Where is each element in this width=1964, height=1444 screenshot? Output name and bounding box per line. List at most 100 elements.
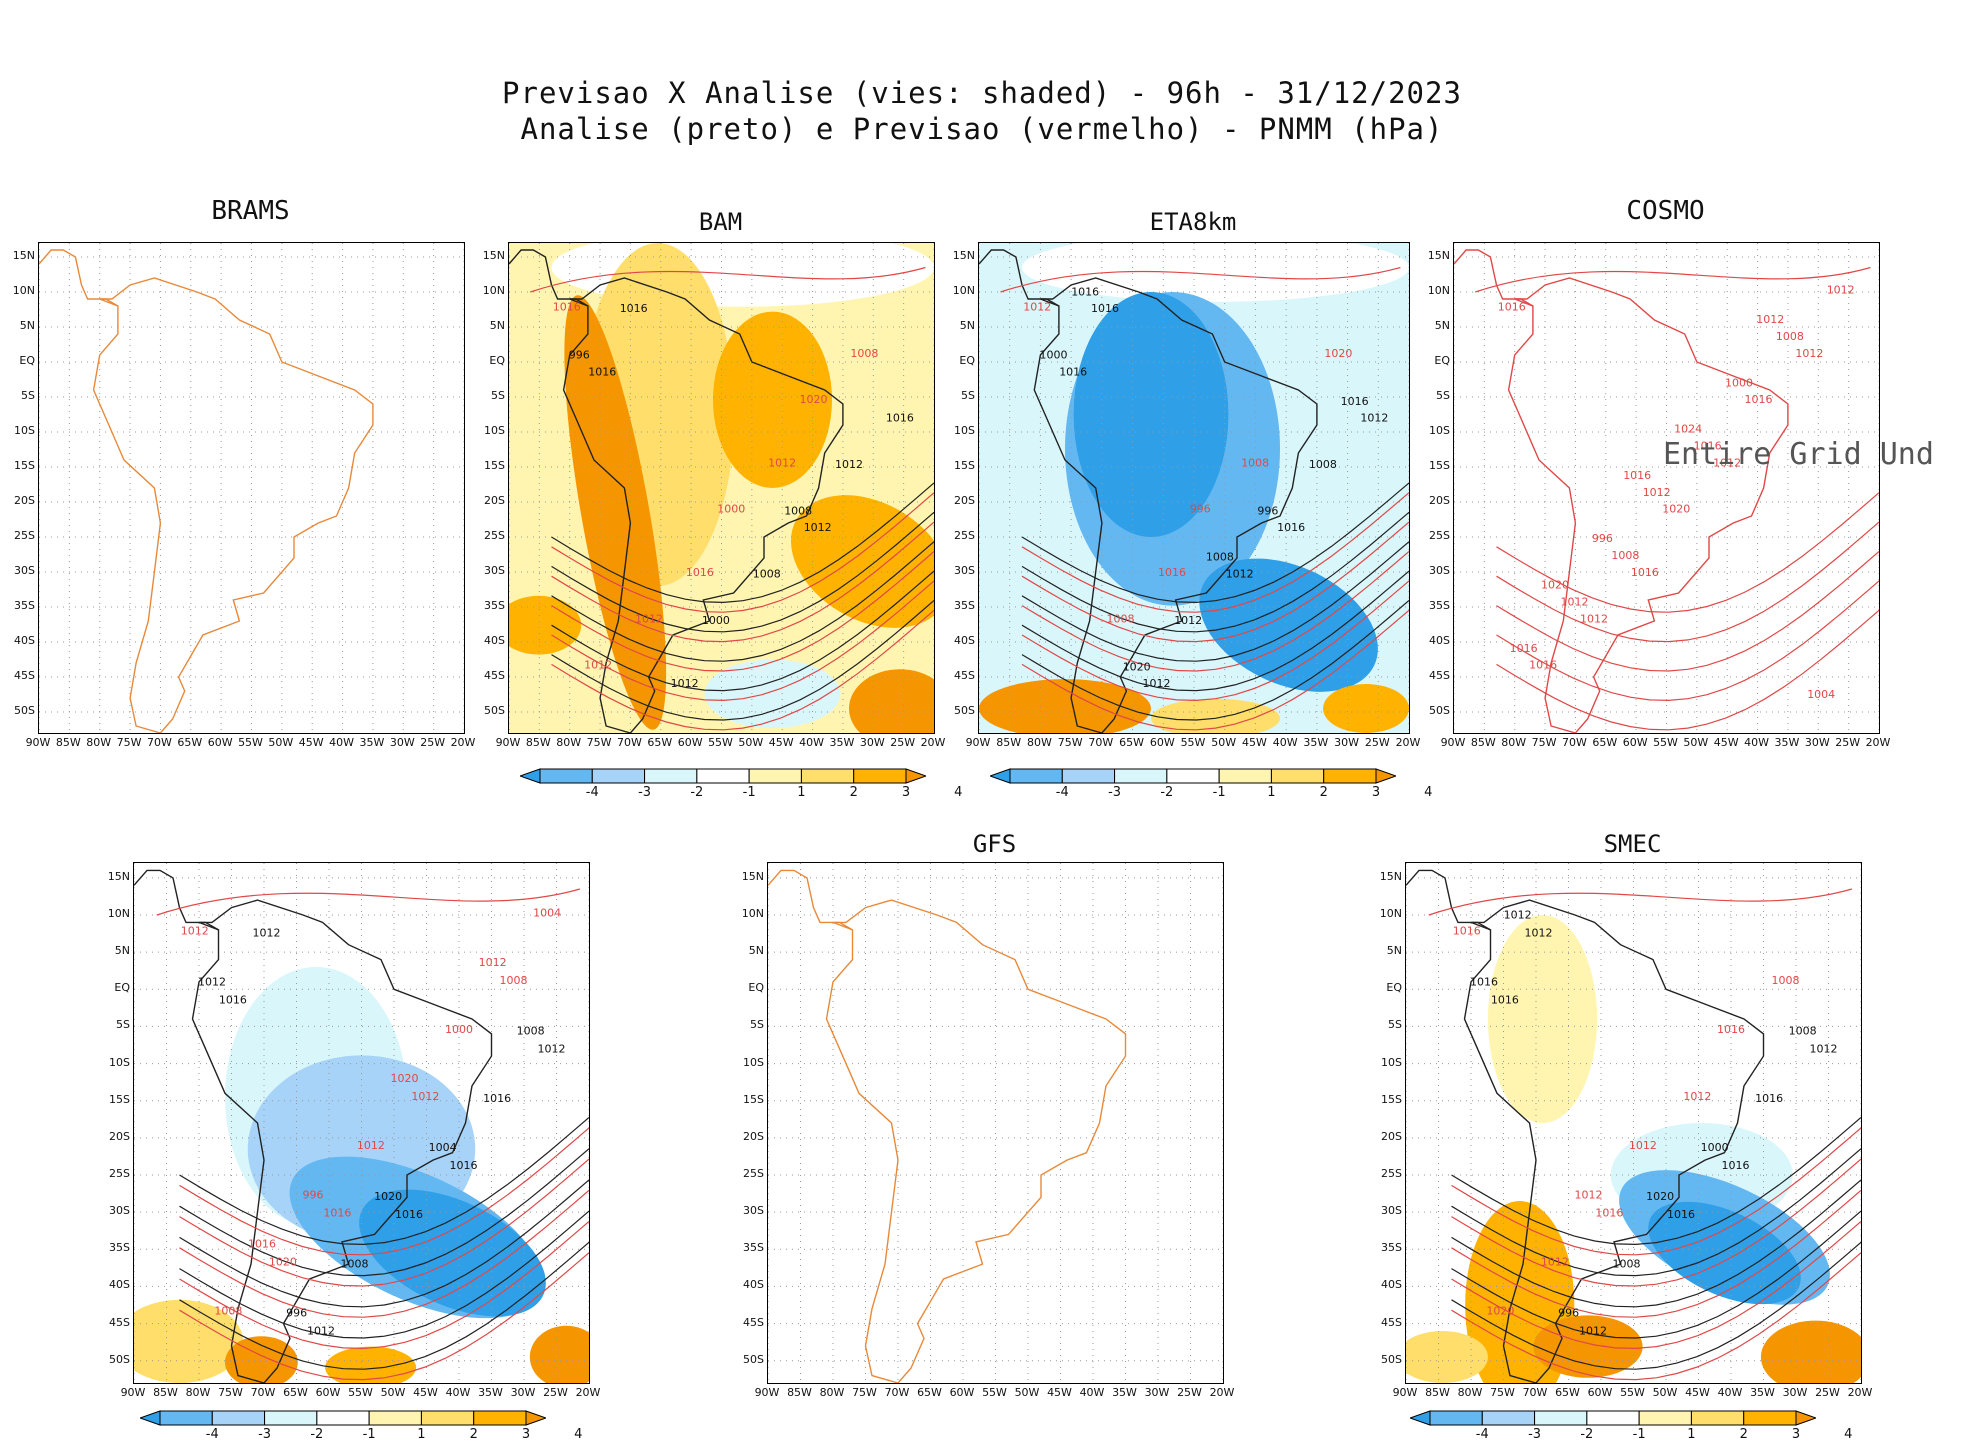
colorbar-label: -1 (362, 1427, 376, 1442)
colorbar-legend: -4 -3 -2 -1 1 2 3 4 (140, 1410, 582, 1444)
analysis-isobar-label: 1012 (1226, 568, 1254, 581)
coastline-central-america (1454, 249, 1534, 307)
panel-title-eta8km: ETA8km (1149, 208, 1237, 236)
forecast-isobar-label: 1016 (1717, 1023, 1745, 1036)
lon-tick-label: 35W (359, 736, 385, 749)
colorbar-swatch (800, 768, 855, 784)
lon-tick-label: 90W (120, 1386, 146, 1399)
lon-tick-label: 45W (413, 1386, 438, 1399)
forecast-isobar-label: 1012 (584, 659, 612, 672)
figure-title-line1: Previsao X Analise (vies: shaded) - 96h … (502, 76, 1462, 110)
forecast-isobar-label: 1012 (1541, 1256, 1569, 1269)
lat-tick-label: 50S (1429, 704, 1450, 717)
colorbar-swatch (591, 768, 646, 784)
lat-tick-label: 45S (14, 669, 35, 682)
lat-tick-label: 25S (1429, 529, 1450, 542)
analysis-isobar-label: 1008 (517, 1025, 545, 1038)
colorbar-swatch (1270, 768, 1325, 784)
forecast-isobar (551, 551, 934, 672)
lat-tick-label: 10S (484, 424, 505, 437)
lon-tick-label: 55W (1180, 736, 1206, 749)
forecast-isobar (179, 1158, 589, 1287)
colorbar-legend: -4 -3 -2 -1 1 2 3 4 (990, 768, 1432, 802)
analysis-isobar-label: 1016 (1277, 521, 1305, 534)
forecast-isobar-label: 1020 (269, 1256, 297, 1269)
analysis-isobar (551, 600, 934, 721)
lon-tick-label: 75W (1531, 736, 1557, 749)
map-panel-cosmo: 1016 1016 1012 1012 1012 1020 1016 1016 1008 1012… (1453, 242, 1880, 734)
forecast-isobar-label: 1008 (214, 1305, 242, 1318)
colorbar-label: 3 (1371, 785, 1381, 800)
lon-tick-label: 20W (1395, 736, 1421, 749)
colorbar-swatch (853, 768, 907, 784)
lon-tick-label: 40W (799, 736, 824, 749)
lon-tick-label: 35W (1774, 736, 1800, 749)
forecast-isobar-label: 1020 (391, 1072, 419, 1085)
lat-tick-label: 30S (1381, 1204, 1402, 1218)
lat-tick-label: 15N (1427, 249, 1450, 262)
lon-tick-label: 60W (207, 736, 233, 749)
colorbar-label: 2 (469, 1427, 478, 1442)
analysis-isobar-label: 1020 (1123, 660, 1151, 673)
analysis-isobar-label: 1012 (804, 521, 832, 534)
lon-tick-label: 50W (268, 736, 294, 749)
lon-tick-label: 55W (982, 1386, 1007, 1399)
lat-tick-label: 5S (961, 389, 975, 402)
forecast-isobar-north (1428, 888, 1853, 916)
forecast-isobar (179, 1127, 589, 1256)
lon-tick-label: 60W (1149, 736, 1175, 749)
forecast-isobar-label: 1016 (1498, 300, 1526, 313)
colorbar-swatch (1481, 1410, 1536, 1426)
lon-tick-label: 80W (1457, 1386, 1483, 1399)
lon-tick-label: 65W (1592, 736, 1618, 749)
map-panel-brams (38, 242, 465, 734)
forecast-isobar (1021, 551, 1409, 672)
analysis-isobar-label: 1012 (835, 458, 863, 471)
lon-tick-label: 30W (1334, 736, 1359, 749)
colorbar-swatch (1638, 1410, 1692, 1426)
colorbar-label: -1 (1212, 785, 1226, 800)
lon-tick-label: 25W (1835, 736, 1861, 749)
colorbar-swatch (1323, 768, 1377, 784)
forecast-isobar (1021, 492, 1409, 613)
colorbar-swatch (368, 1410, 422, 1426)
analysis-isobar-label: 1008 (1309, 458, 1337, 471)
analysis-isobar-label: 1016 (1091, 302, 1119, 315)
map-panel-unnamed: 1016 1016 1012 1012 1016 1012 1016 1008 1012 1004… (133, 862, 590, 1384)
analysis-isobar (179, 1210, 589, 1339)
map-canvas (39, 243, 464, 733)
panel-title-gfs: GFS (972, 830, 1017, 858)
analysis-isobar-label: 1012 (253, 926, 281, 939)
lat-tick-label: 10S (1381, 1055, 1402, 1069)
forecast-isobar-north (1000, 266, 1401, 293)
forecast-isobar (1451, 1158, 1861, 1287)
colorbar-label: 2 (1739, 1427, 1748, 1442)
colorbar-swatch (1061, 768, 1116, 784)
forecast-isobar-label: 996 (1190, 503, 1211, 516)
colorbar-label: -1 (1632, 1427, 1646, 1442)
lat-tick-label: 5S (21, 389, 35, 402)
map-canvas: 1016 1016 1012 1012 1016 1012 1016 1008 1012 1004… (134, 863, 589, 1383)
lon-tick-label: 20W (1865, 736, 1891, 749)
forecast-isobar-north (1475, 266, 1871, 293)
panel-title-bam: BAM (698, 208, 743, 236)
coastline-central-america (134, 869, 219, 931)
colorbar-legend: -4 -3 -2 -1 1 2 3 4 (520, 768, 962, 802)
lat-tick-label: 15S (954, 459, 975, 472)
map-panel-gfs (767, 862, 1224, 1384)
bias-cell-positive-2 (1151, 698, 1280, 733)
bias-cell-positive-4b (1760, 1320, 1861, 1383)
lat-tick-label: 5S (491, 389, 505, 402)
lon-tick-label: 55W (1620, 1386, 1645, 1399)
lon-tick-label: 80W (86, 736, 112, 749)
forecast-isobar-label: 996 (1592, 532, 1613, 545)
colorbar-swatch (1534, 1410, 1588, 1426)
analysis-isobar (1021, 600, 1409, 721)
lon-tick-label: 60W (677, 736, 703, 749)
analysis-isobar (179, 1241, 589, 1370)
forecast-isobar (1021, 580, 1409, 702)
lon-tick-label: 85W (55, 736, 81, 749)
lon-tick-label: 75W (1057, 736, 1083, 749)
forecast-isobar-label: 1016 (1623, 469, 1651, 482)
colorbar-swatch (1690, 1410, 1745, 1426)
